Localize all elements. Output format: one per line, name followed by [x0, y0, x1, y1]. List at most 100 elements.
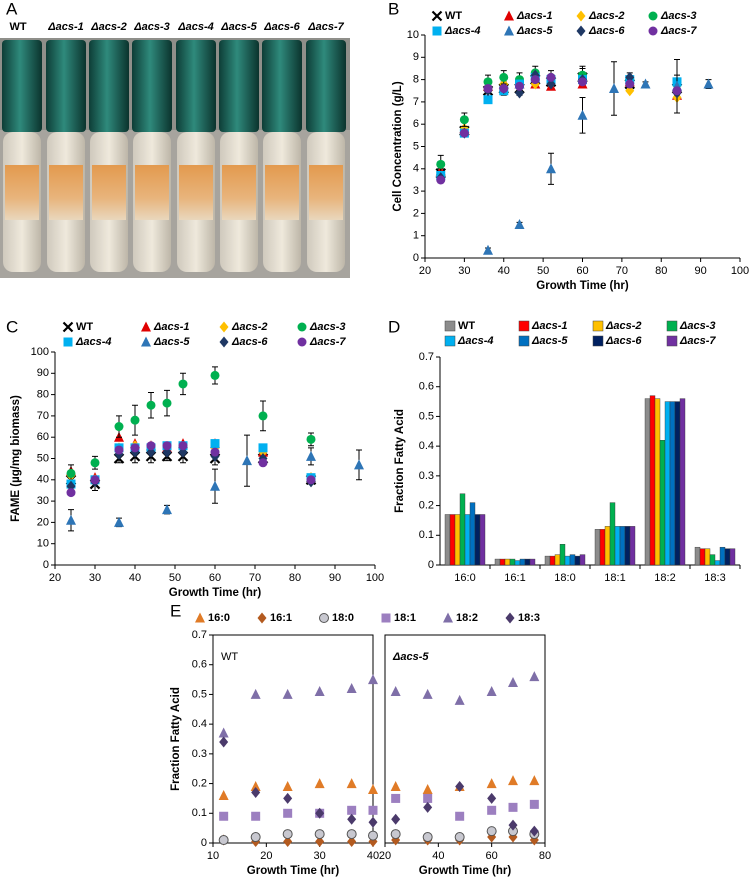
bar: [649, 395, 656, 566]
marker: [258, 411, 268, 421]
y-tick-label: 10: [37, 538, 49, 550]
x-axis-label: Growth Time (hr): [419, 865, 512, 877]
legend-label: Δacs-5: [516, 25, 553, 37]
marker: [529, 775, 540, 786]
y-tick-label: 80: [37, 389, 49, 401]
y-tick-label: 0.6: [419, 381, 434, 393]
marker: [178, 379, 188, 389]
bar: [619, 526, 626, 566]
tube-label: Δacs-6: [263, 21, 300, 33]
y-tick-label: 0: [428, 559, 434, 571]
x-tick-label: 10: [207, 850, 219, 862]
marker: [508, 819, 518, 831]
legend-marker: [62, 321, 74, 333]
x-tick-label: 30: [89, 572, 101, 584]
legend-label: 18:3: [518, 612, 540, 624]
legend-label: Δacs-7: [309, 336, 346, 348]
legend-swatch: [518, 335, 530, 347]
plot-frame: [212, 634, 374, 844]
x-axis-label: Growth Time (hr): [536, 280, 629, 292]
marker: [625, 85, 635, 97]
panel-label: D: [388, 317, 400, 336]
bar: [629, 526, 636, 566]
y-tick-label: 4: [413, 163, 419, 175]
legend-swatch: [592, 335, 604, 347]
legend-label: Δacs-7: [679, 335, 716, 347]
bar: [504, 558, 511, 566]
bar: [699, 548, 706, 566]
y-tick-label: 40: [37, 474, 49, 486]
marker: [90, 458, 100, 468]
marker: [546, 163, 556, 174]
marker: [578, 77, 587, 87]
y-tick-label: 1: [413, 230, 419, 242]
y-tick-label: 30: [37, 495, 49, 507]
panel-label: C: [6, 317, 18, 336]
marker: [250, 688, 261, 699]
marker: [146, 400, 156, 410]
x-tick-label: 50: [169, 572, 181, 584]
bar: [669, 401, 676, 566]
marker: [210, 370, 220, 380]
x-tick-label: 18:3: [704, 572, 725, 584]
legend-marker: [432, 26, 442, 36]
marker: [483, 95, 493, 105]
marker: [515, 81, 524, 91]
x-tick-label: 80: [289, 572, 301, 584]
marker: [162, 504, 172, 515]
marker: [114, 516, 124, 527]
legend-swatch: [666, 335, 678, 347]
marker: [66, 488, 76, 498]
marker: [368, 830, 378, 841]
y-tick-label: 0.2: [419, 499, 434, 511]
bar: [474, 514, 481, 566]
tube-label: Δacs-1: [47, 21, 84, 33]
x-tick-label: 40: [432, 850, 444, 862]
marker: [391, 813, 401, 825]
marker: [306, 434, 316, 444]
marker: [306, 450, 316, 461]
bar: [519, 558, 526, 566]
marker: [530, 75, 540, 85]
y-tick-label: 10: [407, 29, 419, 41]
bar: [654, 398, 661, 566]
legend-label: Δacs-2: [605, 320, 642, 332]
bar: [624, 526, 631, 566]
tube-label: Δacs-5: [220, 21, 257, 33]
photo: [0, 38, 350, 278]
legend-swatch: [444, 335, 456, 347]
x-tick-label: 20: [260, 850, 272, 862]
y-axis-label: FAME (µg/mg biomass): [10, 395, 22, 522]
legend-label: WT: [445, 10, 462, 22]
legend-label: Δacs-6: [605, 335, 642, 347]
bar: [579, 554, 586, 566]
x-tick-label: 80: [655, 265, 667, 277]
marker: [66, 468, 76, 478]
marker: [483, 84, 493, 94]
x-axis-label: Growth Time (hr): [169, 587, 262, 599]
legend-label: 18:2: [456, 612, 478, 624]
marker: [436, 175, 446, 185]
bar: [464, 514, 471, 566]
marker: [282, 829, 293, 840]
marker: [459, 128, 469, 138]
marker: [486, 826, 497, 837]
panel-label: E: [170, 601, 181, 620]
marker: [258, 458, 268, 468]
marker: [546, 78, 556, 90]
legend-marker: [319, 613, 329, 623]
y-tick-label: 8: [413, 74, 419, 86]
y-tick-label: 0.6: [192, 659, 207, 671]
marker: [422, 688, 433, 699]
marker: [625, 71, 635, 83]
bar: [709, 554, 716, 566]
marker: [282, 781, 293, 792]
legend-label: Δacs-3: [660, 10, 697, 22]
bar: [514, 560, 521, 566]
x-tick-label: 40: [498, 265, 510, 277]
x-tick-label: 100: [731, 265, 749, 277]
marker: [346, 829, 357, 840]
marker: [218, 727, 229, 738]
x-tick-label: 40: [129, 572, 141, 584]
bar: [604, 526, 611, 566]
